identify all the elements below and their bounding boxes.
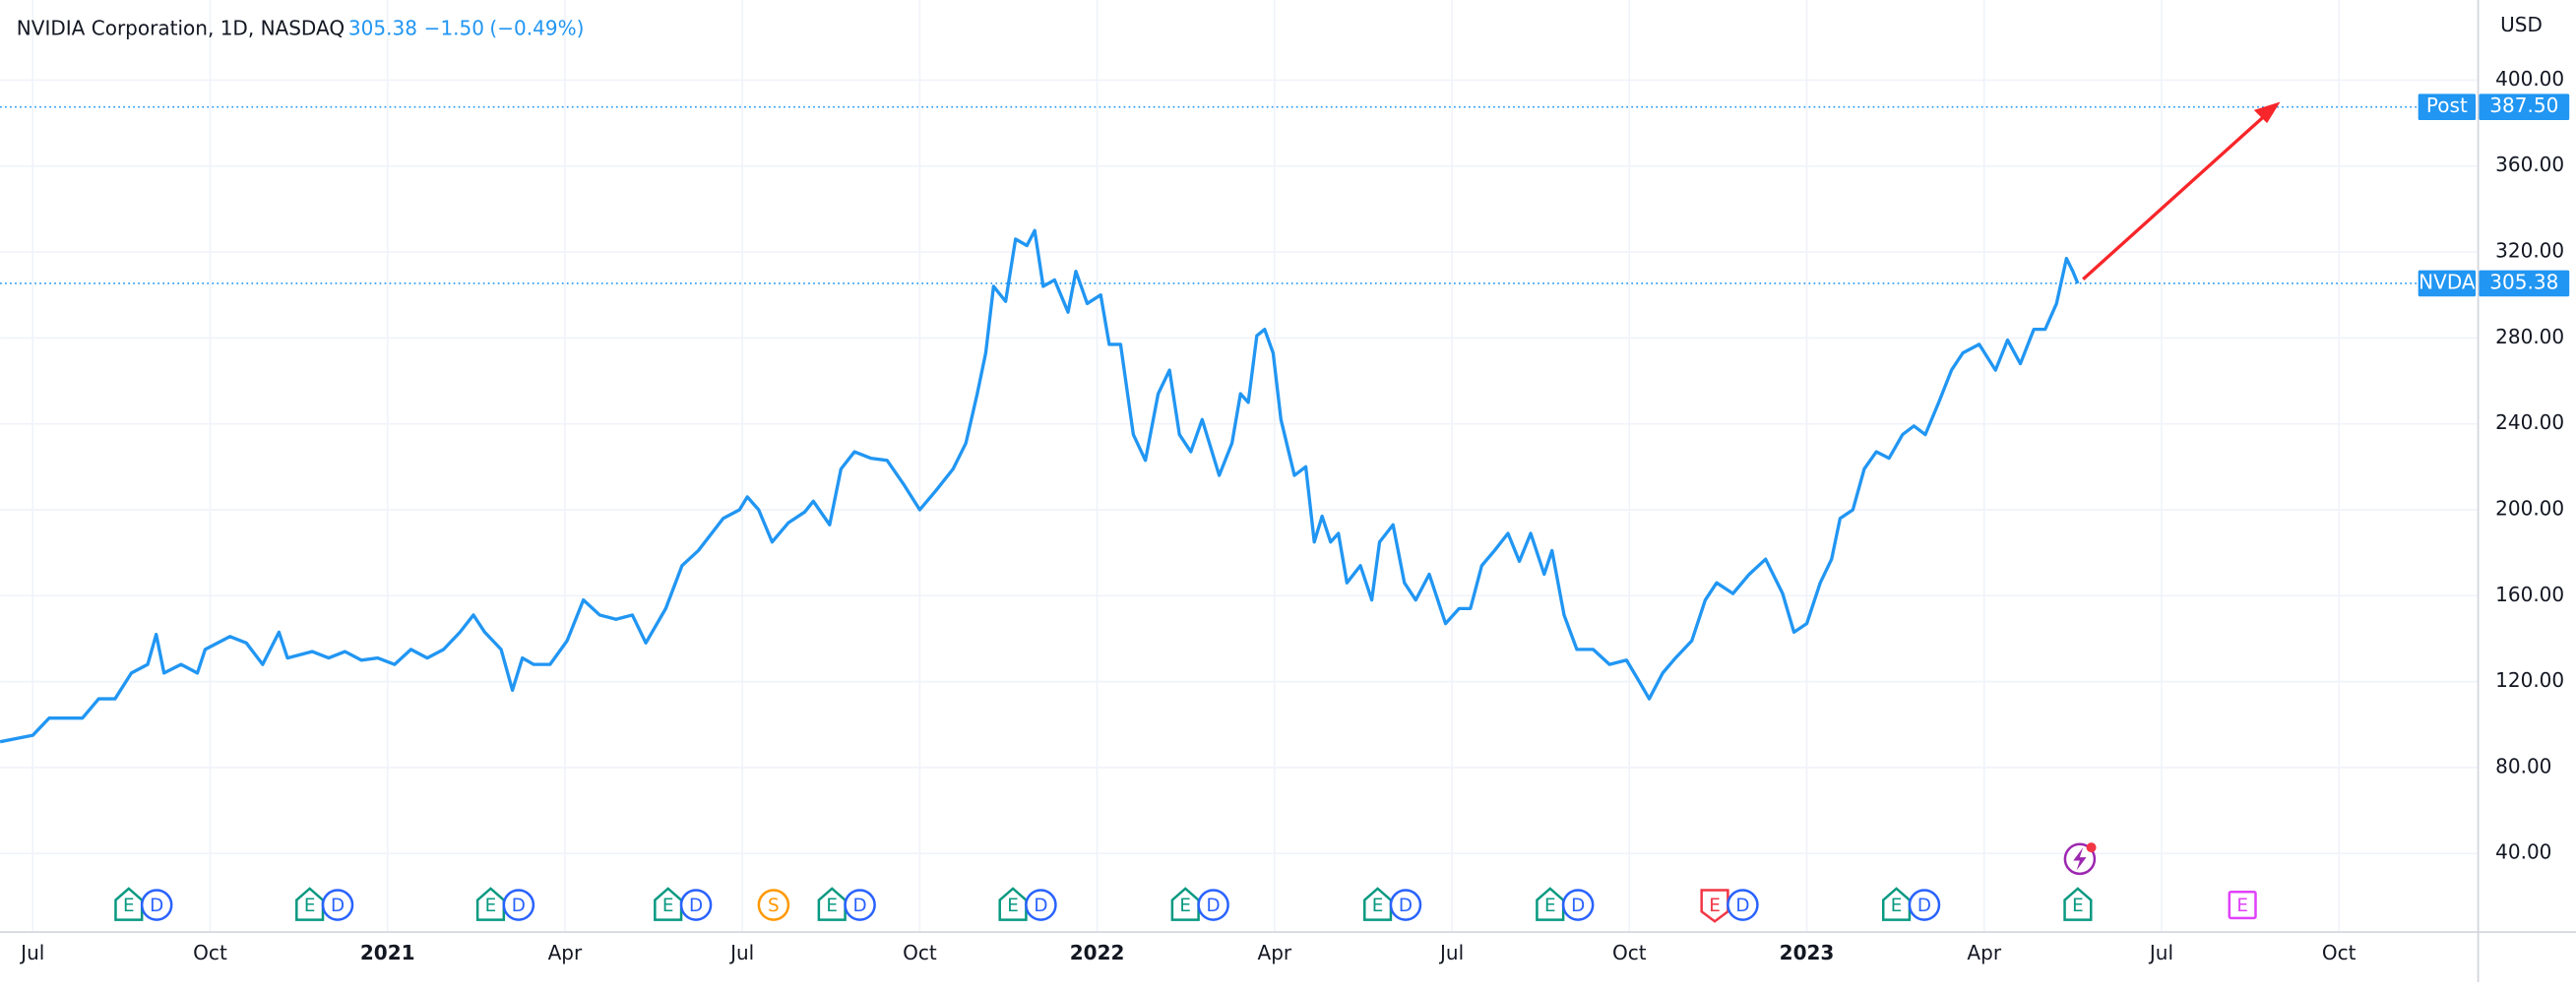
y-tick-label: 320.00 (2495, 239, 2564, 263)
event-badge (2228, 890, 2257, 920)
x-tick-label: Jul (1438, 941, 1464, 964)
trend-arrow (2082, 101, 2281, 280)
x-tick-label: 2022 (1070, 941, 1125, 964)
arrow-head (2253, 101, 2281, 124)
y-tick-label: 360.00 (2495, 153, 2564, 176)
event-letter: E (1179, 896, 1191, 916)
event-badge (1908, 889, 1941, 921)
y-tick-label: 80.00 (2495, 754, 2551, 777)
event-badge (1700, 889, 1729, 923)
event-letter: E (1709, 896, 1721, 916)
event-badge (844, 889, 876, 921)
event-letter: D (1571, 896, 1585, 916)
event-letter: D (331, 896, 345, 916)
x-tick-label: Apr (1967, 941, 2001, 964)
event-letter: E (1544, 896, 1556, 916)
last-price-name-box (2418, 270, 2477, 297)
x-tick-label: Oct (2322, 941, 2356, 964)
post-price-price: 387.50 (2489, 93, 2558, 117)
event-badge (140, 889, 173, 921)
y-tick-label: 400.00 (2495, 67, 2564, 91)
event-letter: E (2072, 896, 2084, 916)
post-price-name: Post (2426, 93, 2468, 117)
event-badge (1025, 889, 1057, 921)
event-letter: D (512, 896, 526, 916)
x-tick-label: Oct (903, 941, 937, 964)
event-letter: D (1917, 896, 1931, 916)
event-badge (1197, 889, 1229, 921)
x-tick-label: Oct (1612, 941, 1647, 964)
plot (0, 105, 2478, 744)
event-badge (1561, 889, 1595, 921)
event-letter: D (689, 896, 703, 916)
news-icon (2063, 842, 2097, 876)
y-tick-label: 280.00 (2495, 325, 2564, 348)
event-badge (679, 889, 713, 921)
y-tick-label: 120.00 (2495, 668, 2564, 692)
event-letter: D (1207, 896, 1221, 916)
event-letter: E (1007, 896, 1019, 916)
grid (0, 0, 2478, 932)
x-tick-label: Apr (548, 941, 583, 964)
event-letter: D (853, 896, 867, 916)
x-tick-label: Jul (2148, 941, 2173, 964)
event-badge (757, 889, 790, 921)
event-letter: E (1372, 896, 1384, 916)
last-price-price: 305.38 (2489, 270, 2558, 293)
currency: USD (2500, 13, 2543, 36)
lightning (2073, 847, 2087, 871)
event-badge (1389, 889, 1422, 921)
event-letter: E (1891, 896, 1903, 916)
last-price-price-box (2479, 270, 2570, 297)
price-line (0, 228, 2080, 744)
arrow-line (2082, 115, 2265, 280)
x-tick-label: Jul (19, 941, 44, 964)
last-price-name: NVDA (2419, 270, 2476, 293)
y-tick-label: 200.00 (2495, 496, 2564, 520)
post-price-name-box (2418, 93, 2477, 121)
x-tick-label: Apr (1258, 941, 1292, 964)
event-badge (502, 889, 535, 921)
event-badge (321, 889, 354, 921)
event-letter: E (2236, 896, 2248, 916)
event-letter: E (485, 896, 497, 916)
event-letter: D (1034, 896, 1047, 916)
header-price: 305.38 (348, 17, 417, 40)
header-change: −1.50 (424, 17, 484, 40)
x-tick-label: 2021 (360, 941, 415, 964)
event-badge (1727, 889, 1759, 921)
event-letter: D (150, 896, 163, 916)
chart-title: NVIDIA Corporation, 1D, NASDAQ (17, 17, 345, 40)
x-tick-label: 2023 (1780, 941, 1835, 964)
header-change-percent: (−0.49%) (489, 17, 584, 40)
x-tick-label: Oct (193, 941, 227, 964)
y-tick-label: 40.00 (2495, 840, 2551, 864)
event-letter: D (1399, 896, 1413, 916)
news-dot (2086, 842, 2097, 853)
x-tick-label: Jul (728, 941, 754, 964)
event-letter: D (1735, 896, 1749, 916)
post-price-price-box (2479, 93, 2570, 121)
event-letter: E (123, 896, 135, 916)
event-letter: E (304, 896, 316, 916)
y-tick-label: 160.00 (2495, 583, 2564, 606)
event-badge (2063, 887, 2093, 921)
event-letter: E (826, 896, 838, 916)
y-tick-label: 240.00 (2495, 410, 2564, 434)
event-letter: E (662, 896, 674, 916)
event-letter: S (768, 896, 780, 916)
